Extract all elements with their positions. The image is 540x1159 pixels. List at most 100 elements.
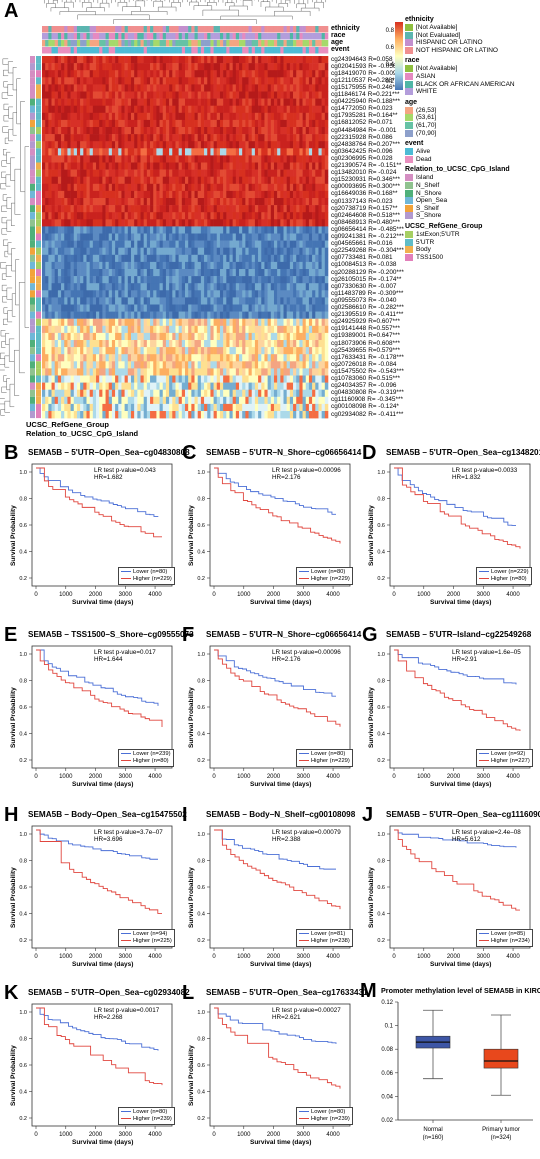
heatmap-cell [80, 311, 84, 319]
heatmap-cell [108, 340, 113, 348]
heatmap-cell [185, 332, 189, 341]
heatmap-cell [70, 183, 75, 192]
heatmap-cell [289, 70, 294, 78]
heatmap-cell [191, 411, 195, 419]
heatmap-cell [115, 176, 119, 185]
heatmap-cell [270, 347, 275, 355]
heatmap-cell [105, 183, 110, 192]
heatmap-cell [248, 233, 253, 241]
heatmap-cell [223, 254, 227, 263]
heatmap-cell [143, 290, 148, 298]
heatmap-cell [308, 205, 313, 213]
annotation-cell [165, 33, 170, 40]
heatmap-cell [248, 240, 253, 248]
heatmap-cell [289, 134, 294, 142]
heatmap-cell [118, 375, 122, 383]
heatmap-cell [242, 70, 246, 78]
heatmap-cell [312, 183, 316, 192]
heatmap-cell [169, 70, 173, 78]
heatmap-cell [229, 127, 233, 135]
heatmap-cell [127, 127, 132, 135]
heatmap-cell [70, 283, 75, 291]
heatmap-cell [96, 368, 100, 376]
heatmap-cell [321, 311, 326, 319]
heatmap-cell [267, 155, 272, 163]
heatmap-cell [181, 269, 186, 277]
heatmap-cell [124, 354, 129, 362]
heatmap-cell [175, 283, 179, 291]
heatmap-cell [86, 361, 90, 369]
row-annotation-cell [36, 70, 41, 78]
heatmap-cell [251, 112, 256, 121]
heatmap-cell [159, 134, 164, 142]
heatmap-cell [200, 176, 205, 185]
heatmap-cell [140, 290, 144, 298]
heatmap-cell [293, 162, 297, 170]
heatmap-cell [42, 205, 46, 213]
heatmap-cell [267, 127, 272, 135]
heatmap-cell [239, 155, 243, 163]
heatmap-cell [137, 84, 141, 92]
heatmap-cell [308, 77, 313, 85]
heatmap-cell [57, 347, 62, 355]
heatmap-cell [280, 311, 284, 319]
heatmap-cell [273, 283, 278, 291]
heatmap-cell [102, 226, 106, 234]
heatmap-cell [289, 411, 294, 419]
heatmap-cell [273, 368, 278, 376]
heatmap-cell [102, 212, 106, 220]
annotation-cell [99, 33, 103, 40]
heatmap-cell [83, 141, 87, 149]
heatmap-cell [130, 63, 135, 71]
heatmap-cell [92, 382, 97, 390]
heatmap-cell [159, 141, 164, 149]
heatmap-cell [251, 332, 256, 341]
heatmap-cell [57, 134, 62, 142]
heatmap-cell [57, 318, 62, 327]
heatmap-cell [137, 240, 141, 248]
heatmap-cell [51, 162, 56, 170]
heatmap-cell [73, 382, 78, 390]
heatmap-cell [86, 70, 90, 78]
heatmap-cell [219, 361, 224, 369]
heatmap-cell [286, 226, 291, 234]
heatmap-cell [219, 219, 224, 227]
heatmap-cell [124, 77, 129, 85]
heatmap-cell [308, 98, 313, 106]
heatmap-cell [267, 205, 272, 213]
heatmap-cell [162, 269, 167, 277]
heatmap-cell [111, 361, 116, 369]
heatmap-cell [270, 297, 275, 305]
heatmap-cell [140, 127, 144, 135]
heatmap-cell [165, 269, 170, 277]
heatmap-cell [185, 91, 189, 99]
heatmap-cell [245, 141, 249, 149]
heatmap-cell [162, 254, 167, 263]
heatmap-cell [124, 98, 129, 106]
heatmap-cell [226, 141, 230, 149]
heatmap-cell [223, 119, 227, 128]
heatmap-cell [254, 290, 259, 298]
heatmap-cell [251, 254, 256, 263]
heatmap-cell [140, 155, 144, 163]
heatmap-cell [242, 340, 246, 348]
heatmap-cell [115, 148, 119, 156]
heatmap-cell [312, 396, 316, 405]
heatmap-cell [89, 183, 94, 192]
heatmap-cell [118, 119, 122, 128]
heatmap-cell [188, 127, 192, 135]
heatmap-cell [64, 254, 68, 263]
heatmap-cell [169, 56, 173, 64]
heatmap-cell [251, 198, 256, 206]
heatmap-cell [188, 155, 192, 163]
heatmap-cell [283, 105, 287, 114]
heatmap-cell [162, 212, 167, 220]
heatmap-cell [76, 226, 81, 234]
heatmap-cell [232, 389, 237, 398]
heatmap-cell [169, 332, 173, 341]
heatmap-cell [181, 361, 186, 369]
heatmap-cell [130, 190, 135, 199]
heatmap-cell [210, 411, 214, 419]
annotation-cell [270, 40, 275, 47]
heatmap-cell [204, 141, 208, 149]
